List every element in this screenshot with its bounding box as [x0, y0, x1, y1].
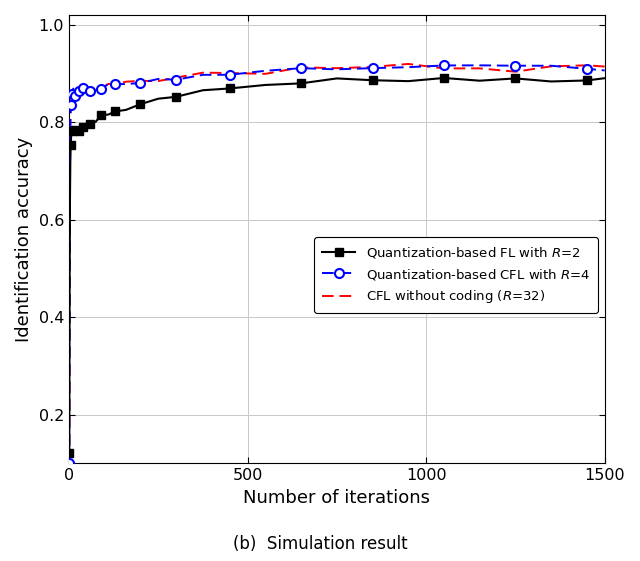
X-axis label: Number of iterations: Number of iterations [243, 489, 430, 507]
Y-axis label: Identification accuracy: Identification accuracy [15, 136, 33, 342]
Legend: Quantization-based FL with $R$=2, Quantization-based CFL with $R$=4, CFL without: Quantization-based FL with $R$=2, Quanti… [314, 237, 598, 313]
Text: (b)  Simulation result: (b) Simulation result [233, 535, 407, 553]
